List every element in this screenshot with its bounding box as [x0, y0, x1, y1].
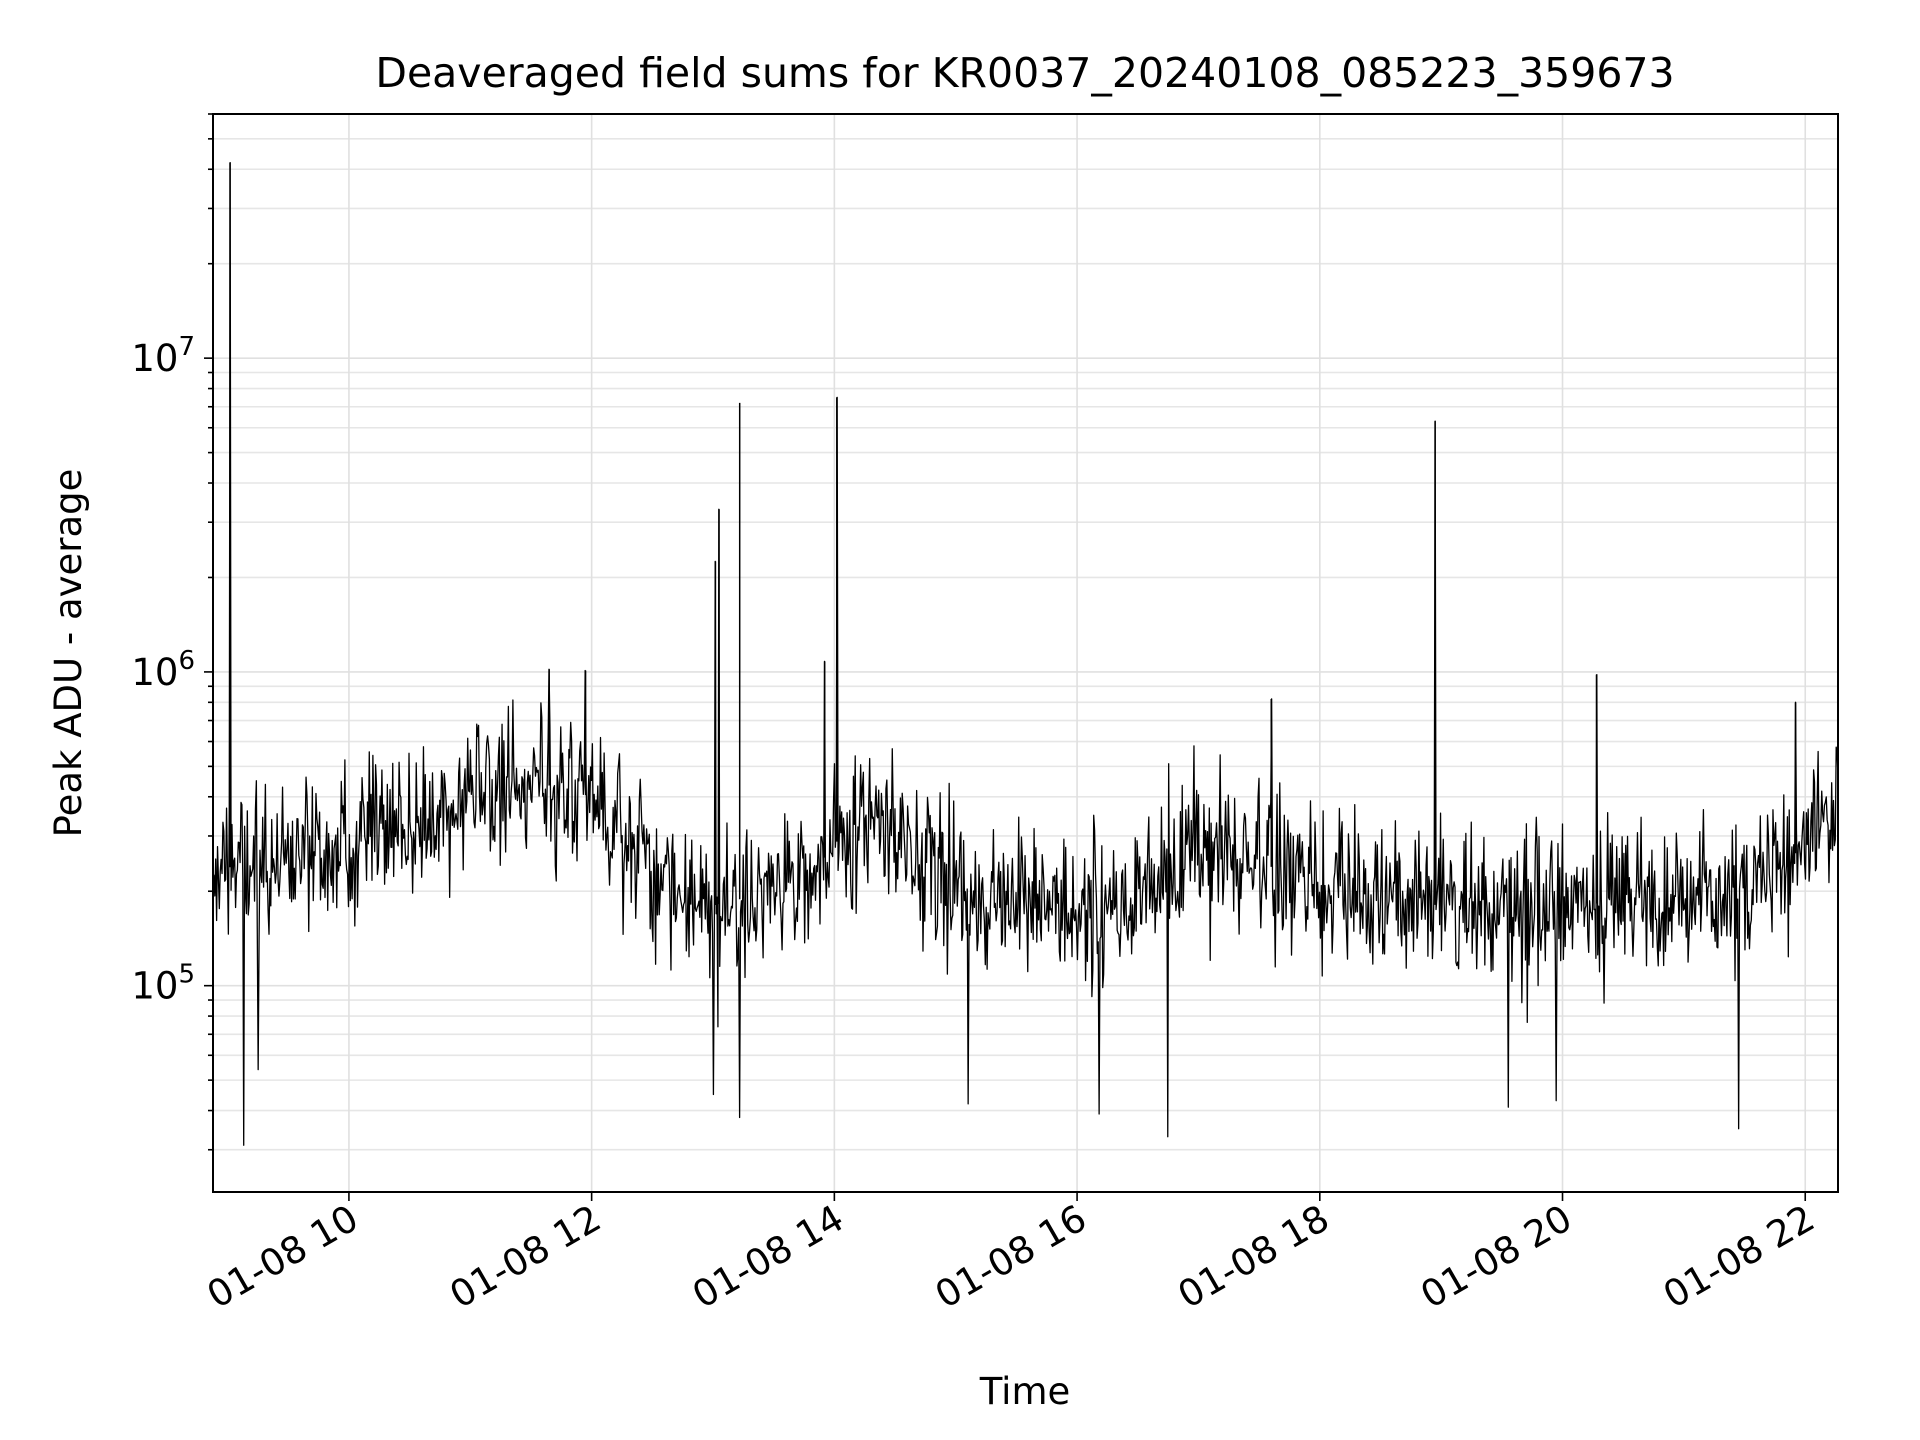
- plot-frame: [212, 113, 1839, 1193]
- y-tick-label: 107: [131, 332, 195, 380]
- y-tick-exponent: 6: [178, 646, 195, 676]
- chart-title: Deaveraged field sums for KR0037_2024010…: [375, 49, 1674, 97]
- series-line: [212, 161, 1839, 1146]
- y-tick-exponent: 5: [178, 960, 195, 990]
- y-tick-label: 106: [131, 646, 195, 694]
- y-tick-base: 10: [131, 337, 178, 380]
- y-tick-base: 10: [131, 965, 178, 1008]
- data-series: [212, 161, 1839, 1146]
- grid: [213, 113, 1838, 1192]
- y-tick-exponent: 7: [178, 332, 195, 362]
- y-axis-label: Peak ADU - average: [47, 469, 90, 838]
- y-tick-label: 105: [131, 960, 195, 1008]
- x-axis-label: Time: [979, 1370, 1071, 1413]
- y-tick-base: 10: [131, 651, 178, 694]
